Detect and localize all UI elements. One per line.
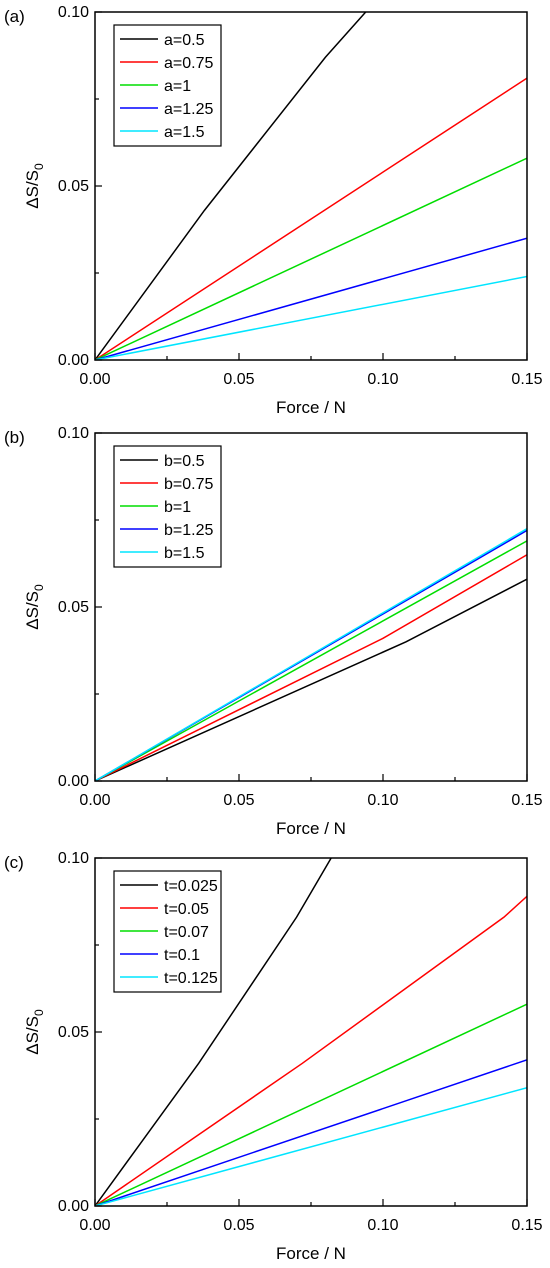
chart-panel-3: (c) 0.00 0.05 0.10 0.15 0.00 0.05 0.10 Force / N… [4, 850, 543, 1263]
x-tick-label: 0.15 [511, 792, 542, 809]
x-tick-label: 0.10 [367, 1217, 398, 1234]
series-line-b=1.5 [95, 528, 527, 781]
y-tick-label: 0.05 [58, 599, 89, 616]
chart-panel-2: (b) 0.00 0.05 0.10 0.15 0.00 0.05 0.10 Force / N… [4, 425, 543, 838]
series-line-b=0.5 [95, 578, 527, 781]
legend: t=0.025 t=0.05 t=0.07 t=0.1 t=0.125 [113, 870, 222, 993]
x-axis-title: Force / N [276, 1244, 346, 1263]
legend-label: b=1.25 [164, 522, 213, 539]
x-tick-label: 0.05 [223, 1217, 254, 1234]
y-axis-title: ΔS/S0 [23, 163, 46, 209]
legend-label: a=1.5 [164, 124, 205, 141]
y-axis-title-subscript: 0 [32, 163, 46, 170]
series-line-a=0.75 [95, 77, 527, 360]
legend-label: b=1.5 [164, 545, 205, 562]
series-line-a=1.5 [95, 275, 527, 360]
y-axis-title-main: ΔS/S [23, 591, 42, 630]
y-axis-title: ΔS/S0 [23, 1009, 46, 1055]
chart-panel-1: (a) 0.00 0.05 0.10 0.15 0.00 0.05 0.10 Force / N… [4, 4, 543, 417]
legend-label: a=0.5 [164, 32, 205, 49]
legend-label: t=0.125 [164, 970, 218, 987]
series-line-a=0.5 [95, 12, 367, 360]
y-axis-title-main: ΔS/S [23, 170, 42, 209]
y-axis-title-main: ΔS/S [23, 1016, 42, 1055]
legend-label: t=0.05 [164, 901, 209, 918]
legend-label: a=1.25 [164, 101, 213, 118]
x-tick-label: 0.15 [511, 371, 542, 388]
y-tick-label: 0.10 [58, 850, 89, 867]
series-line-t=0.125 [95, 1086, 527, 1206]
series-line-t=0.025 [95, 858, 332, 1206]
y-tick-label: 0.00 [58, 773, 89, 790]
legend-label: a=1 [164, 78, 191, 95]
series-line-b=0.75 [95, 554, 527, 781]
x-tick-label: 0.05 [223, 792, 254, 809]
x-tick-label: 0.05 [223, 371, 254, 388]
legend-label: b=0.5 [164, 453, 205, 470]
y-tick-label: 0.05 [58, 178, 89, 195]
legend-label: t=0.07 [164, 924, 209, 941]
legend-label: t=0.1 [164, 947, 200, 964]
y-tick-label: 0.05 [58, 1024, 89, 1041]
x-tick-label: 0.15 [511, 1217, 542, 1234]
series-line-a=1 [95, 157, 527, 360]
y-axis-title: ΔS/S0 [23, 584, 46, 630]
series-line-a=1.25 [95, 237, 527, 360]
y-tick-label: 0.00 [58, 352, 89, 369]
series-line-t=0.05 [95, 895, 527, 1206]
x-tick-label: 0.10 [367, 371, 398, 388]
series-line-t=0.07 [95, 1003, 527, 1206]
legend-label: a=0.75 [164, 55, 213, 72]
x-axis-title: Force / N [276, 819, 346, 838]
y-tick-label: 0.10 [58, 4, 89, 21]
y-axis-title-subscript: 0 [32, 1009, 46, 1016]
x-axis-title: Force / N [276, 398, 346, 417]
legend-label: b=1 [164, 499, 191, 516]
x-tick-label: 0.00 [79, 371, 110, 388]
y-axis-title-subscript: 0 [32, 584, 46, 591]
series-line-t=0.1 [95, 1059, 527, 1206]
x-tick-label: 0.10 [367, 792, 398, 809]
panel-label: (a) [4, 7, 25, 26]
y-tick-label: 0.00 [58, 1198, 89, 1215]
legend-box [113, 445, 222, 568]
series-line-b=1 [95, 540, 527, 781]
legend: a=0.5 a=0.75 a=1 a=1.25 a=1.5 [113, 24, 222, 147]
panel-label: (c) [4, 853, 24, 872]
x-tick-label: 0.00 [79, 1217, 110, 1234]
legend-label: t=0.025 [164, 878, 218, 895]
x-tick-label: 0.00 [79, 792, 110, 809]
legend-label: b=0.75 [164, 476, 213, 493]
legend: b=0.5 b=0.75 b=1 b=1.25 b=1.5 [113, 445, 222, 568]
panel-label: (b) [4, 428, 25, 447]
y-tick-label: 0.10 [58, 425, 89, 442]
